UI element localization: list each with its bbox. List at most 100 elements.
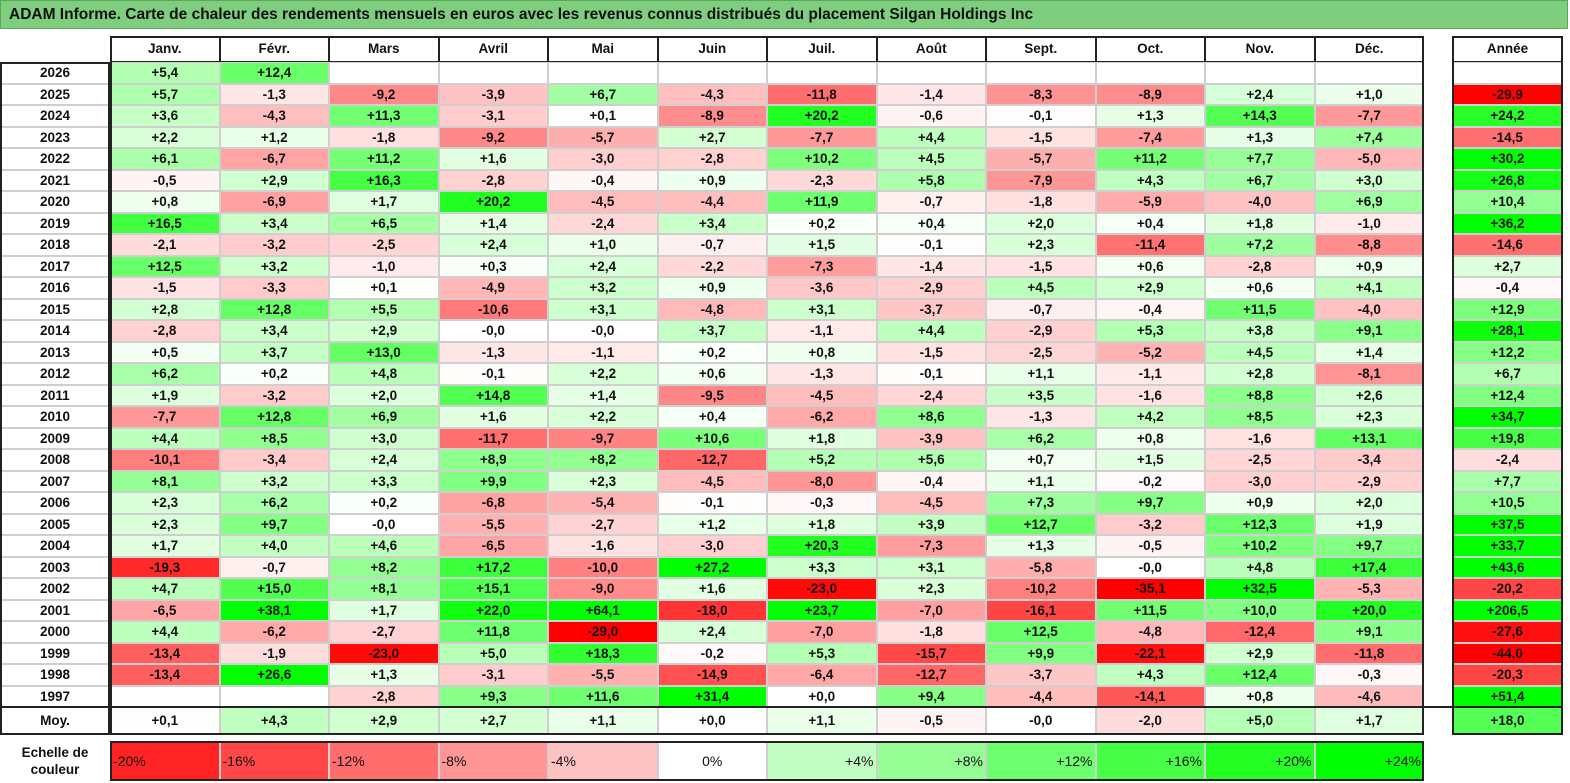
heat-cell: -0,7 bbox=[657, 234, 767, 256]
heat-cell: +5,3 bbox=[1095, 320, 1205, 342]
heat-cell: -11,8 bbox=[767, 83, 877, 105]
heat-cell: -3,9 bbox=[876, 427, 986, 449]
heat-cell: -3,2 bbox=[219, 384, 329, 406]
heat-cell: -0,7 bbox=[986, 298, 1096, 320]
heat-cell: -8,1 bbox=[1314, 363, 1424, 385]
heat-cell: -10,6 bbox=[438, 298, 548, 320]
heat-cell: +23,7 bbox=[767, 599, 877, 621]
heat-cell: -10,0 bbox=[548, 556, 658, 578]
heat-cell: -1,6 bbox=[548, 535, 658, 557]
heat-cell: -9,0 bbox=[548, 578, 658, 600]
heat-cell: +2,9 bbox=[329, 320, 439, 342]
heat-cell: -0,1 bbox=[986, 105, 1096, 127]
year-header: Année bbox=[1452, 36, 1563, 62]
month-header-9: Sept. bbox=[986, 36, 1096, 62]
heat-cell: -12,7 bbox=[876, 664, 986, 686]
heat-cell: +2,3 bbox=[1314, 406, 1424, 428]
annual-cell: +2,7 bbox=[1452, 255, 1563, 277]
year-label: 2013 bbox=[0, 341, 110, 363]
heat-cell: +2,2 bbox=[548, 363, 658, 385]
average-cell: +0,1 bbox=[110, 707, 220, 735]
heat-cell: +2,3 bbox=[110, 513, 220, 535]
heat-cell: -1,6 bbox=[1205, 427, 1315, 449]
heat-cell: +1,8 bbox=[767, 513, 877, 535]
heat-cell: +20,0 bbox=[1314, 599, 1424, 621]
heat-cell bbox=[986, 62, 1096, 84]
heat-cell: +2,9 bbox=[1095, 277, 1205, 299]
heat-cell: +2,3 bbox=[876, 578, 986, 600]
heat-cell: -0,1 bbox=[657, 492, 767, 514]
heat-cell: +4,5 bbox=[986, 277, 1096, 299]
heat-cell: -2,5 bbox=[1205, 449, 1315, 471]
heat-cell: -9,2 bbox=[438, 126, 548, 148]
heat-cell: +11,5 bbox=[1095, 599, 1205, 621]
heat-cell: -6,9 bbox=[219, 191, 329, 213]
heat-cell: +20,2 bbox=[767, 105, 877, 127]
heat-cell: +15,0 bbox=[219, 578, 329, 600]
annual-cell: +10,5 bbox=[1452, 492, 1563, 514]
color-scale-step: +16% bbox=[1095, 741, 1205, 781]
heat-cell: +0,2 bbox=[219, 363, 329, 385]
heat-cell: +12,4 bbox=[1205, 664, 1315, 686]
heat-cell: -8,9 bbox=[1095, 83, 1205, 105]
heat-cell: -0,1 bbox=[876, 234, 986, 256]
heat-cell: -6,7 bbox=[219, 148, 329, 170]
heat-cell: -14,9 bbox=[657, 664, 767, 686]
year-label: 2021 bbox=[0, 169, 110, 191]
heat-cell: -0,0 bbox=[548, 320, 658, 342]
heat-cell: +0,5 bbox=[110, 341, 220, 363]
year-label: 2009 bbox=[0, 427, 110, 449]
heat-cell: -1,3 bbox=[767, 363, 877, 385]
heat-cell: -3,0 bbox=[548, 148, 658, 170]
average-cell: +1,7 bbox=[1314, 707, 1424, 735]
heat-cell: -6,5 bbox=[438, 535, 548, 557]
year-label: 2024 bbox=[0, 105, 110, 127]
month-header-1: Janv. bbox=[110, 36, 220, 62]
heat-cell: -0,3 bbox=[767, 492, 877, 514]
heat-cell: +8,6 bbox=[876, 406, 986, 428]
heat-cell: -1,8 bbox=[876, 621, 986, 643]
month-header-12: Déc. bbox=[1314, 36, 1424, 62]
heat-cell: -0,4 bbox=[876, 470, 986, 492]
annual-cell: +34,7 bbox=[1452, 406, 1563, 428]
average-cell: +0,0 bbox=[657, 707, 767, 735]
heat-cell: -29,0 bbox=[548, 621, 658, 643]
heat-cell: -2,4 bbox=[548, 212, 658, 234]
heat-cell: +8,2 bbox=[548, 449, 658, 471]
heat-cell: +1,8 bbox=[767, 427, 877, 449]
heat-cell: +22,0 bbox=[438, 599, 548, 621]
heat-cell: -2,4 bbox=[876, 384, 986, 406]
heat-cell: +3,1 bbox=[876, 556, 986, 578]
heat-cell: +7,7 bbox=[1205, 148, 1315, 170]
heat-cell: -1,4 bbox=[876, 83, 986, 105]
heat-cell: +0,2 bbox=[767, 212, 877, 234]
heat-cell: +1,4 bbox=[1314, 341, 1424, 363]
heat-cell: +9,7 bbox=[1314, 535, 1424, 557]
annual-cell: -44,0 bbox=[1452, 642, 1563, 664]
heat-cell: +2,8 bbox=[1205, 363, 1315, 385]
heat-cell: +0,9 bbox=[1205, 492, 1315, 514]
heat-cell: +0,2 bbox=[329, 492, 439, 514]
month-header-5: Mai bbox=[548, 36, 658, 62]
heat-cell: -5,0 bbox=[1314, 148, 1424, 170]
heat-cell: +12,5 bbox=[110, 255, 220, 277]
heat-cell: -3,4 bbox=[1314, 449, 1424, 471]
heat-cell: -4,5 bbox=[548, 191, 658, 213]
heat-cell: -11,7 bbox=[438, 427, 548, 449]
heat-cell: -0,0 bbox=[438, 320, 548, 342]
heat-cell: -3,2 bbox=[219, 234, 329, 256]
average-cell: -0,0 bbox=[986, 707, 1096, 735]
heat-cell bbox=[548, 62, 658, 84]
color-scale-step: +24% bbox=[1314, 741, 1424, 781]
heat-cell: -3,4 bbox=[219, 449, 329, 471]
heat-cell: +12,8 bbox=[219, 406, 329, 428]
heat-cell: +3,1 bbox=[767, 298, 877, 320]
heat-cell: -1,9 bbox=[219, 642, 329, 664]
heat-cell: -5,5 bbox=[438, 513, 548, 535]
heat-cell: +9,1 bbox=[1314, 621, 1424, 643]
heat-cell: +5,8 bbox=[876, 169, 986, 191]
average-cell: +2,9 bbox=[329, 707, 439, 735]
heat-cell: +10,2 bbox=[767, 148, 877, 170]
heat-cell: -6,2 bbox=[219, 621, 329, 643]
heat-cell: +1,5 bbox=[767, 234, 877, 256]
